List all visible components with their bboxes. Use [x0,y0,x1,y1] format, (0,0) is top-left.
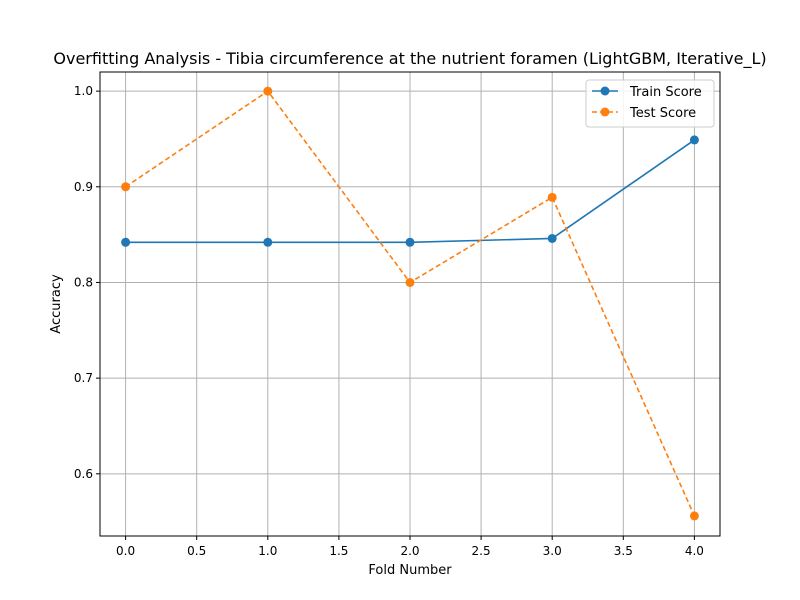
legend: Train Score Test Score [585,79,715,128]
x-tick-label: 2.5 [472,544,491,558]
test-score-point [547,192,557,202]
y-tick-label: 0.9 [74,180,93,194]
train-score-point [547,233,557,243]
train-score-point [405,237,415,247]
y-tick-label: 0.8 [74,275,93,289]
x-axis-ticks: 0.0 0.5 1.0 1.5 2.0 2.5 3.0 3.5 4.0 [116,536,704,558]
x-tick-label: 2.0 [400,544,419,558]
test-score-point [121,182,131,192]
test-score-point [405,277,415,287]
x-tick-label: 0.0 [116,544,135,558]
legend-train-marker [600,86,610,96]
x-tick-label: 3.5 [614,544,633,558]
chart-title: Overfitting Analysis - Tibia circumferen… [53,49,766,69]
x-tick-label: 1.0 [258,544,277,558]
y-axis-label: Accuracy [49,274,64,334]
train-score-point [263,237,273,247]
x-tick-label: 1.5 [329,544,348,558]
x-axis-label: Fold Number [368,563,452,578]
legend-train-label: Train Score [629,85,702,100]
y-tick-label: 0.6 [74,467,93,481]
legend-test-label: Test Score [629,106,696,121]
test-score-point [263,86,273,96]
y-axis-ticks: 0.6 0.7 0.8 0.9 1.0 [74,84,100,481]
test-score-point [689,511,699,521]
x-tick-label: 0.5 [187,544,206,558]
x-tick-label: 4.0 [685,544,704,558]
series-layer [121,86,699,521]
y-tick-label: 0.7 [74,371,93,385]
legend-test-marker [600,107,610,117]
train-score-point [121,237,131,247]
train-score-point [689,135,699,145]
y-tick-label: 1.0 [74,84,93,98]
x-tick-label: 3.0 [543,544,562,558]
